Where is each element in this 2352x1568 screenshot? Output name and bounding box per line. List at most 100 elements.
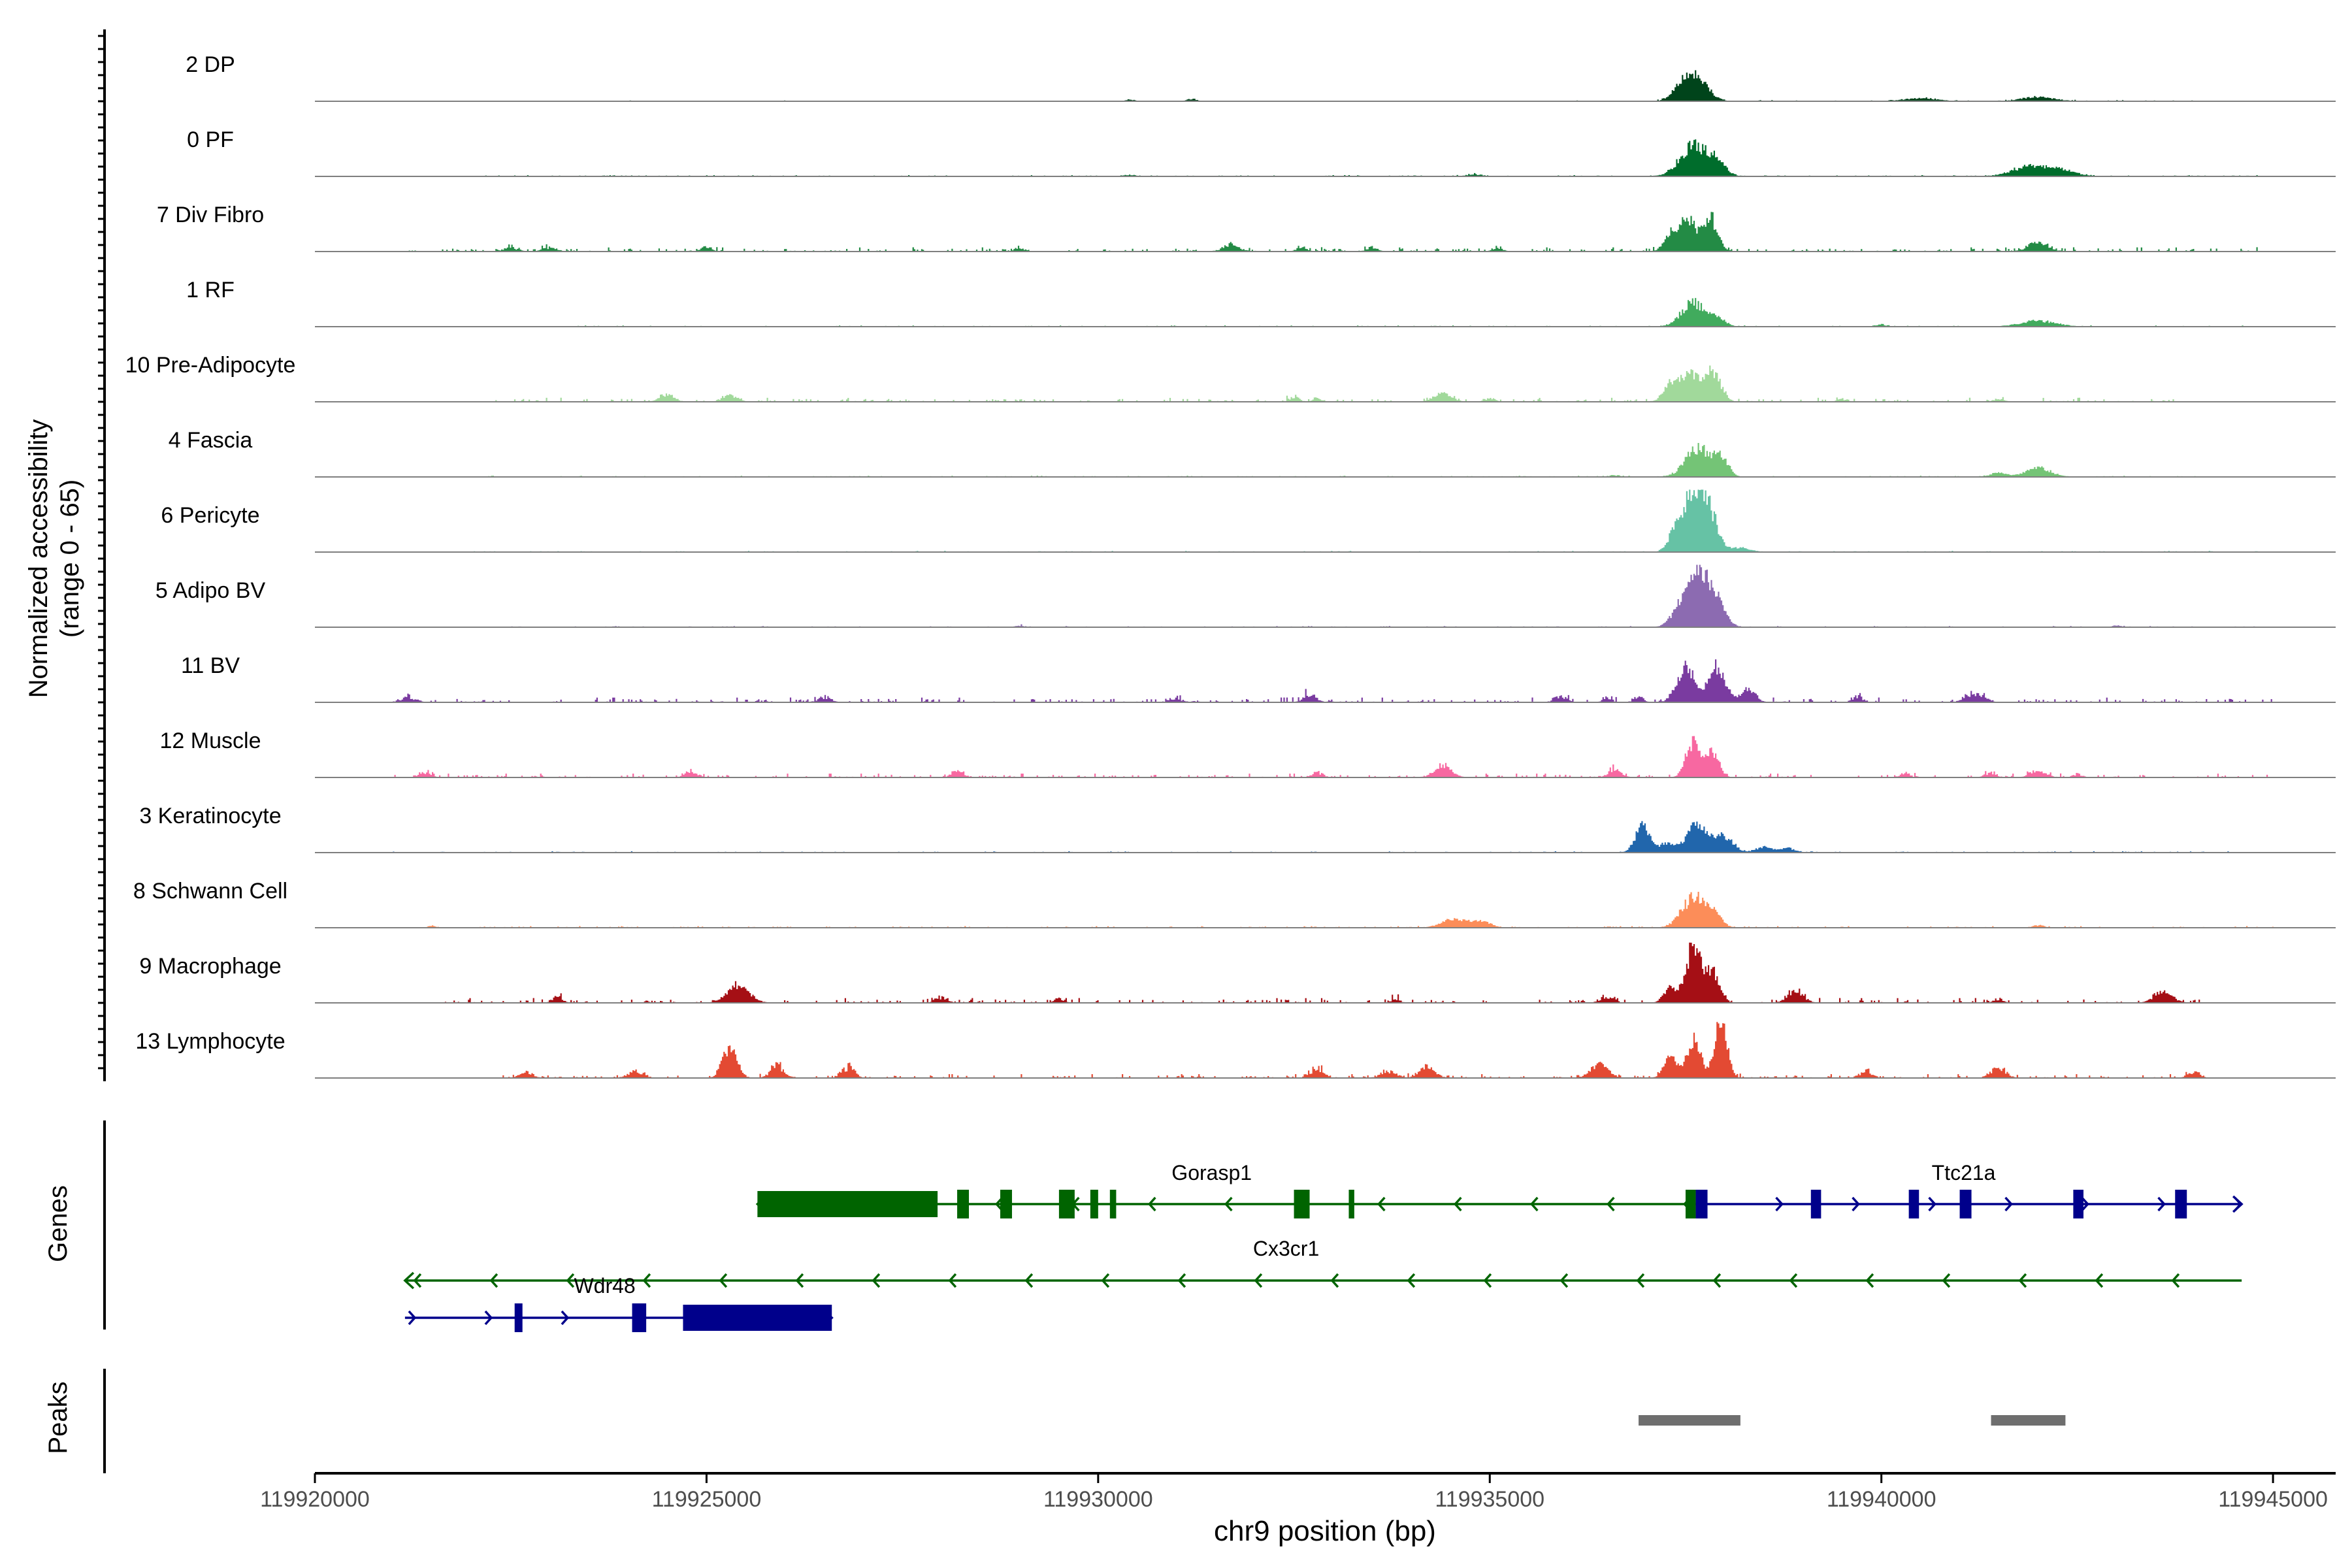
strand-arrow-3-0 [408,1310,417,1326]
track-label-3: 1 RF [186,278,235,302]
track-label-6: 6 Pericyte [161,503,259,528]
x-tick-label-3: 119935000 [1435,1487,1544,1512]
strand-arrow-2-21 [2018,1273,2027,1288]
strand-arrow-2-22 [2095,1273,2104,1288]
track-label-2: 7 Div Fibro [157,203,264,227]
gene-ttc21a: Ttc21a [1695,1161,2244,1218]
coverage-y-axis-ticks [98,35,105,1070]
gene-label-0: Gorasp1 [1171,1161,1252,1184]
exon-1-3 [1959,1190,1972,1218]
strand-arrow-0-6 [1224,1196,1233,1212]
strand-arrow-2-17 [1712,1273,1722,1288]
y-axis-title-line2: (range 0 - 65) [56,480,84,638]
track-label-10: 3 Keratinocyte [139,804,281,828]
strand-arrow-1-1 [1775,1196,1784,1212]
gene-label-3: Wdr48 [574,1274,635,1298]
track-label-4: 10 Pre-Adipocyte [125,353,296,378]
coverage-tracks: 2 DP 0 PF 7 Div Fibro 1 RF 10 Pre-Adipocyte 4… [125,52,2336,1079]
x-tick-label-5: 119945000 [2218,1487,2328,1512]
gene-label-1: Ttc21a [1932,1161,1996,1184]
x-tick-label-1: 119925000 [652,1487,762,1512]
strand-arrow-1-2 [1852,1196,1860,1212]
strand-arrow-2-6 [872,1273,881,1288]
track-label-11: 8 Schwann Cell [133,879,287,904]
strand-arrow-0-10 [1529,1196,1539,1212]
track-3: 1 RF [186,278,2336,327]
strand-arrow-2-7 [948,1273,957,1288]
strand-arrow-2-2 [566,1273,575,1288]
x-tick-label-4: 119940000 [1827,1487,1936,1512]
strand-arrow-1-4 [2004,1196,2013,1212]
strand-arrow-3-2 [561,1310,570,1326]
gene-wdr48: Wdr48 [404,1274,834,1332]
gene-label-2: Cx3cr1 [1253,1237,1319,1260]
strand-end-2 [403,1271,415,1290]
strand-arrow-0-8 [1377,1196,1386,1212]
track-5: 4 Fascia [169,428,2336,478]
gene-gorasp1: Gorasp1 [755,1161,1696,1218]
x-axis-title: chr9 position (bp) [1214,1515,1436,1547]
peak-annotation-panel [1639,1415,2066,1426]
strand-arrow-0-9 [1453,1196,1462,1212]
track-1: 0 PF [187,127,2336,177]
track-label-1: 0 PF [187,127,234,152]
track-4: 10 Pre-Adipocyte [125,353,2336,402]
strand-arrow-2-19 [1865,1273,1874,1288]
peaks-panel-label: Peaks [44,1381,73,1454]
x-axis: 119920000 119925000 119930000 119935000 1199… [260,1472,2336,1547]
track-label-8: 11 BV [181,653,240,678]
track-8: 11 BV [181,653,2336,703]
strand-arrow-1-3 [1928,1196,1936,1212]
strand-arrow-1-5 [2081,1196,2089,1212]
track-6: 6 Pericyte [161,489,2336,553]
strand-arrow-2-9 [1101,1273,1110,1288]
strand-arrow-2-11 [1254,1273,1263,1288]
track-label-5: 4 Fascia [169,428,253,453]
track-9: 12 Muscle [160,728,2336,778]
track-13: 13 Lymphocyte [135,1022,2336,1079]
y-axis-title: Normalized accessibility (range 0 - 65) [24,419,84,698]
strand-arrow-0-5 [1147,1196,1156,1212]
strand-arrow-2-12 [1330,1273,1339,1288]
x-axis-ticks: 119920000 119925000 119930000 119935000 1199… [260,1473,2328,1512]
exon-1-5 [2175,1190,2187,1218]
track-0: 2 DP [186,52,2336,102]
exon-1-1 [1810,1190,1821,1218]
x-tick-label-0: 119920000 [260,1487,370,1512]
track-label-9: 12 Muscle [160,728,261,753]
strand-arrow-2-18 [1789,1273,1798,1288]
exon-0-7 [1348,1190,1354,1218]
track-label-7: 5 Adipo BV [155,578,266,603]
gene-cx3cr1: Cx3cr1 [403,1237,2242,1290]
strand-arrow-2-23 [2171,1273,2180,1288]
x-tick-label-2: 119930000 [1043,1487,1153,1512]
strand-arrow-1-6 [2157,1196,2166,1212]
strand-arrow-2-13 [1407,1273,1416,1288]
strand-arrow-0-11 [1606,1196,1615,1212]
track-label-12: 9 Macrophage [139,954,281,979]
exon-3-0 [514,1303,523,1332]
exon-0-6 [1294,1190,1310,1218]
strand-arrow-2-4 [719,1273,728,1288]
track-label-0: 2 DP [186,52,235,77]
strand-arrow-2-3 [642,1273,651,1288]
exon-0-3 [1058,1190,1075,1218]
strand-arrow-2-0 [413,1273,422,1288]
track-2: 7 Div Fibro [157,203,2336,252]
y-axis-title-line1: Normalized accessibility [24,419,53,698]
exon-3-2 [683,1305,832,1331]
exon-0-2 [1000,1190,1012,1218]
track-11: 8 Schwann Cell [133,879,2336,928]
strand-arrow-2-15 [1560,1273,1569,1288]
exon-0-5 [1109,1190,1117,1218]
strand-end-1 [2232,1195,2244,1213]
strand-arrow-2-8 [1024,1273,1034,1288]
genes-panel-label: Genes [44,1185,73,1262]
strand-arrow-2-5 [795,1273,804,1288]
strand-arrow-2-14 [1483,1273,1492,1288]
exon-0-1 [957,1190,970,1218]
exon-1-4 [2073,1190,2083,1218]
strand-arrow-2-16 [1636,1273,1645,1288]
strand-arrow-2-1 [489,1273,498,1288]
